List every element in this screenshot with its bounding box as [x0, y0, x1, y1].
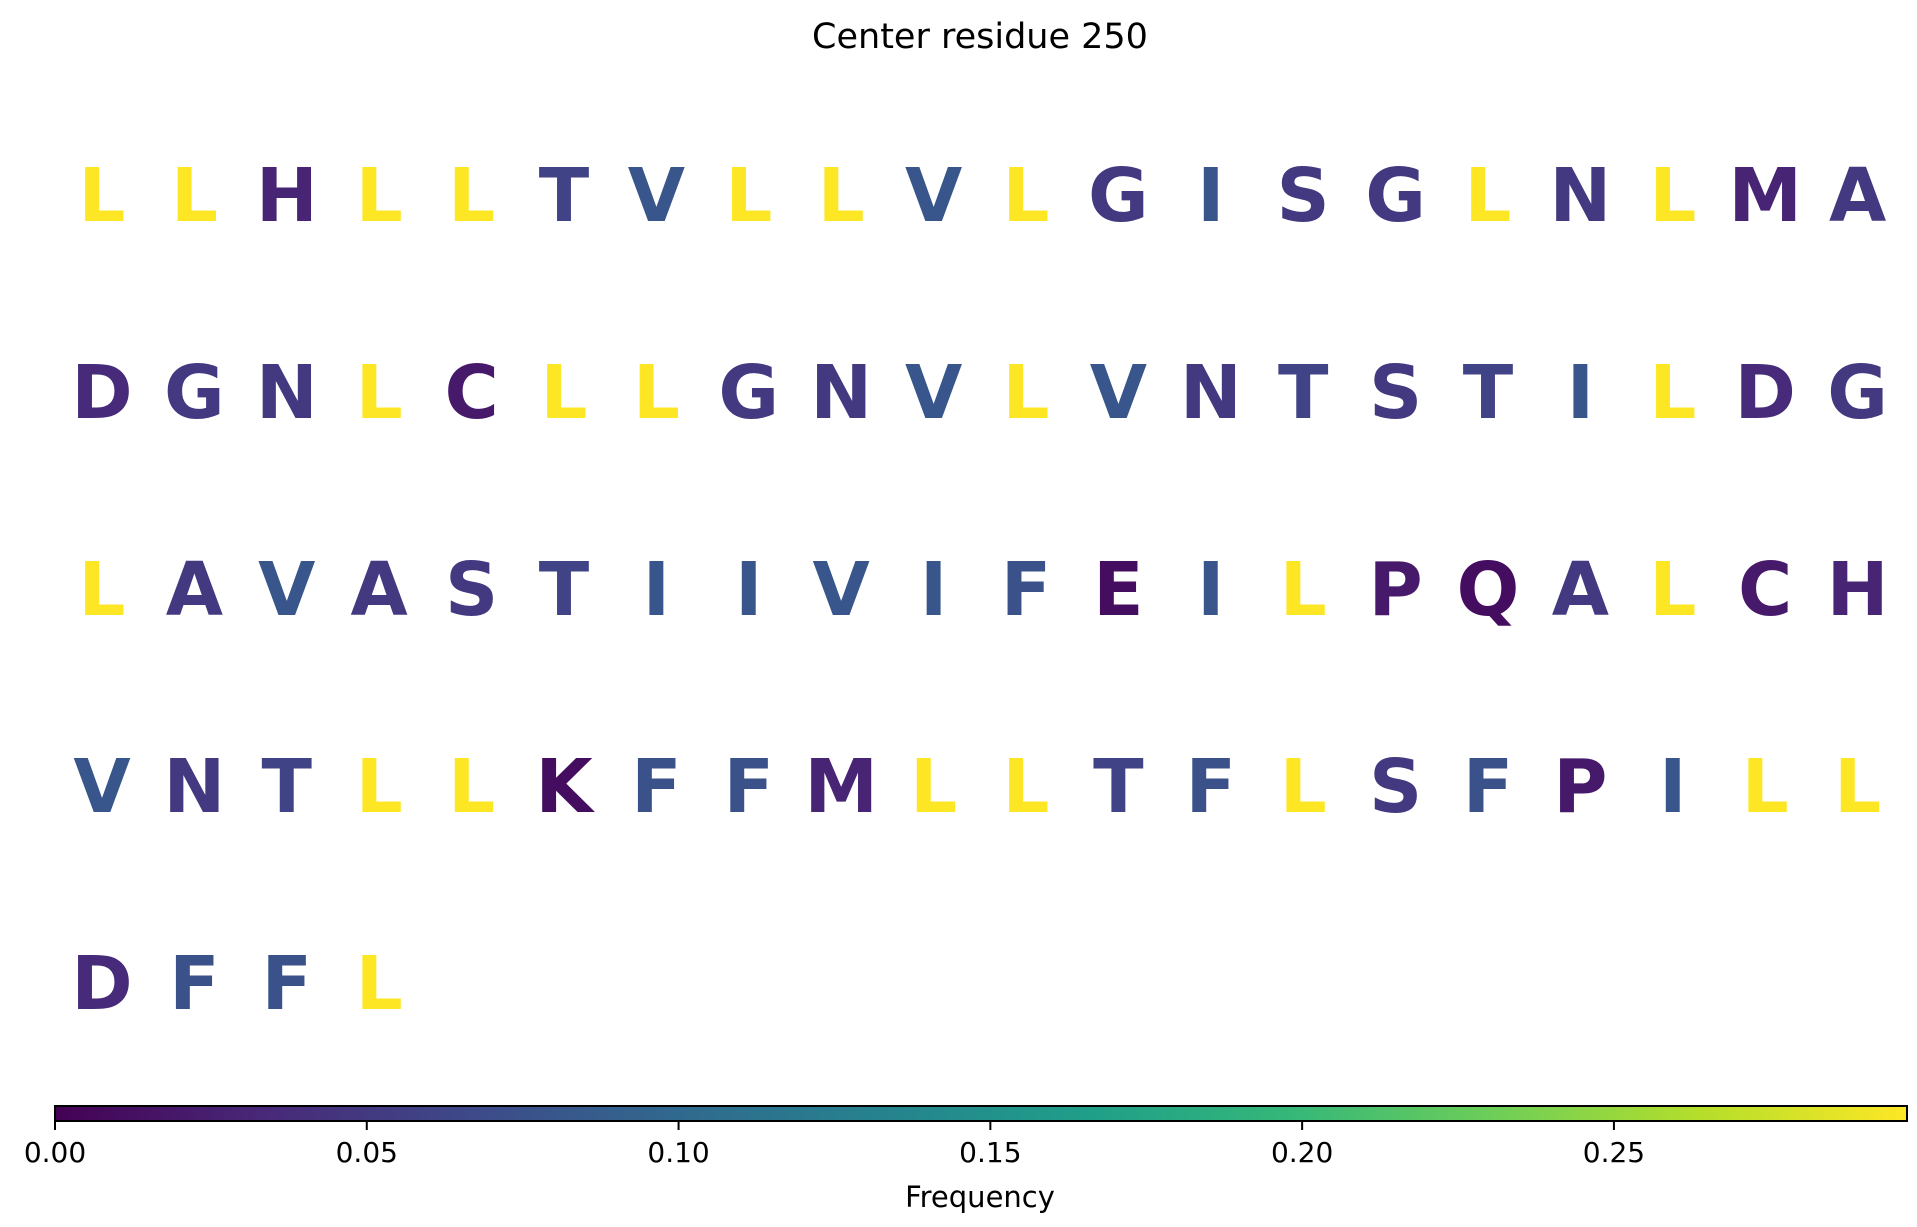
residue-letter: A — [1829, 153, 1886, 239]
colorbar-tick-label: 0.10 — [647, 1136, 709, 1169]
residue-letter: T — [539, 547, 590, 633]
residue-letter: S — [1277, 153, 1330, 239]
residue-letter: V — [628, 153, 685, 239]
colorbar-tick-label: 0.25 — [1583, 1136, 1645, 1169]
colorbar-gradient — [54, 1105, 1908, 1122]
residue-letter: L — [356, 941, 403, 1027]
residue-letter: C — [444, 350, 498, 436]
residue-letter: V — [905, 153, 962, 239]
residue-letter: N — [1549, 153, 1611, 239]
residue-letter: L — [78, 547, 125, 633]
residue-letter: L — [1002, 350, 1049, 436]
colorbar-ticks: 0.00 0.05 0.10 0.15 0.20 0.25 — [24, 1121, 1645, 1169]
residue-letter: H — [1827, 547, 1889, 633]
residue-letter: T — [1278, 350, 1329, 436]
residue-letter: T — [1463, 350, 1514, 436]
residue-letter: L — [1834, 744, 1881, 830]
residue-letter: L — [1649, 153, 1696, 239]
residue-letter: L — [910, 744, 957, 830]
residue-letter: L — [633, 350, 680, 436]
residue-letter: L — [171, 153, 218, 239]
residue-letter: M — [1728, 153, 1802, 239]
residue-letter: N — [256, 350, 318, 436]
colorbar-label: Frequency — [905, 1180, 1055, 1214]
residue-letter: G — [1088, 153, 1149, 239]
residue-letter: I — [1197, 547, 1225, 633]
residue-letter: L — [1002, 744, 1049, 830]
residue-letter: M — [804, 744, 878, 830]
residue-letter: S — [445, 547, 498, 633]
residue-letter: I — [1659, 744, 1687, 830]
residue-letter: D — [71, 941, 132, 1027]
residue-letter: V — [813, 547, 870, 633]
residue-letter: G — [718, 350, 779, 436]
residue-letter: G — [164, 350, 225, 436]
residue-letter: L — [1280, 744, 1327, 830]
residue-grid: L L H L L T V L L V L G I S G L N L M AD G N L C L L G N V L V N T S T I L D G… — [71, 153, 1888, 1027]
residue-letter: I — [643, 547, 671, 633]
residue-letter: A — [1552, 547, 1609, 633]
residue-letter: L — [1649, 547, 1696, 633]
colorbar-tick-label: 0.05 — [336, 1136, 398, 1169]
residue-letter: N — [163, 744, 225, 830]
residue-letter: V — [73, 744, 130, 830]
residue-letter: L — [78, 153, 125, 239]
colorbar-tick-label: 0.20 — [1271, 1136, 1333, 1169]
residue-letter: F — [169, 941, 220, 1027]
residue-letter: G — [1827, 350, 1888, 436]
colorbar-tick-label: 0.15 — [959, 1136, 1021, 1169]
residue-letter: I — [1197, 153, 1225, 239]
residue-letter: L — [356, 350, 403, 436]
residue-letter: H — [256, 153, 318, 239]
residue-letter: L — [1649, 350, 1696, 436]
residue-letter: A — [166, 547, 223, 633]
residue-letter: S — [1369, 350, 1422, 436]
residue-letter: T — [262, 744, 313, 830]
residue-letter: S — [1369, 744, 1422, 830]
colorbar-tick-label: 0.00 — [24, 1136, 86, 1169]
residue-letter: V — [258, 547, 315, 633]
residue-letter: L — [1280, 547, 1327, 633]
residue-letter: P — [1368, 547, 1422, 633]
chart-title: Center residue 250 — [812, 17, 1148, 57]
residue-letter: D — [1734, 350, 1795, 436]
residue-letter: F — [724, 744, 775, 830]
residue-letter: N — [1180, 350, 1242, 436]
residue-letter: I — [1567, 350, 1595, 436]
residue-letter: K — [535, 744, 595, 830]
residue-letter: P — [1553, 744, 1607, 830]
residue-letter: E — [1093, 547, 1144, 633]
residue-letter: A — [351, 547, 408, 633]
residue-letter: L — [1742, 744, 1789, 830]
residue-letter: L — [356, 744, 403, 830]
residue-letter: F — [631, 744, 682, 830]
residue-letter: I — [920, 547, 948, 633]
residue-letter: C — [1738, 547, 1792, 633]
residue-letter: L — [356, 153, 403, 239]
residue-letter: L — [448, 153, 495, 239]
residue-letter: F — [262, 941, 313, 1027]
residue-letter: L — [1464, 153, 1511, 239]
residue-letter: L — [1002, 153, 1049, 239]
residue-letter: G — [1365, 153, 1426, 239]
residue-letter: L — [448, 744, 495, 830]
residue-letter: F — [1186, 744, 1237, 830]
residue-letter: T — [539, 153, 590, 239]
residue-letter: V — [905, 350, 962, 436]
residue-letter: L — [725, 153, 772, 239]
residue-letter: F — [1463, 744, 1514, 830]
residue-letter: T — [1093, 744, 1144, 830]
colorbar: 0.00 0.05 0.10 0.15 0.20 0.25 Frequency — [24, 1105, 1908, 1214]
residue-letter: D — [71, 350, 132, 436]
residue-letter: V — [1090, 350, 1147, 436]
residue-letter: Q — [1457, 547, 1520, 633]
residue-letter: L — [540, 350, 587, 436]
residue-letter: F — [1001, 547, 1052, 633]
residue-letter: I — [735, 547, 763, 633]
residue-letter: L — [818, 153, 865, 239]
residue-letter: N — [810, 350, 872, 436]
